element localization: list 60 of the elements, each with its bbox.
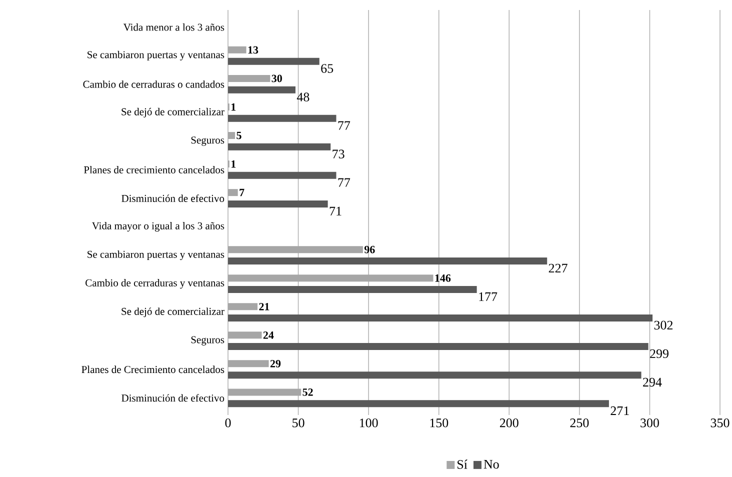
data-label: 302 (654, 320, 673, 330)
bar (228, 200, 328, 208)
data-label: 52 (302, 388, 313, 396)
bar (228, 114, 336, 122)
y-tick-label: Se cambiaron puertas y ventanas (88, 50, 224, 60)
data-label: 30 (272, 74, 282, 82)
bar (228, 143, 331, 150)
x-tick-label: 300 (640, 418, 659, 428)
data-label: 96 (364, 246, 375, 254)
y-tick-label: Vida menor a los 3 años (123, 23, 224, 31)
x-tick-label: 100 (360, 418, 378, 428)
y-tick-label: Cambio de cerraduras y ventanas (86, 279, 224, 289)
data-label: 73 (332, 150, 344, 158)
x-tick-label: 0 (225, 418, 231, 428)
data-label: 271 (610, 406, 629, 416)
y-tick-label: Planes de crecimiento cancelados (84, 166, 224, 174)
bar (228, 400, 609, 408)
legend-label: Sí (458, 460, 468, 469)
data-label: 1 (231, 160, 236, 168)
y-tick-label: Disminución de efectivo (122, 394, 224, 402)
bar (228, 372, 642, 379)
y-tick-label: Vida mayor o igual a los 3 años (92, 222, 224, 232)
data-label: 77 (338, 121, 350, 130)
legend-label: No (484, 460, 499, 469)
data-label: 48 (296, 92, 310, 102)
y-tick-label: Cambio de cerraduras o candados (83, 80, 224, 88)
data-label: 177 (479, 292, 498, 301)
y-tick-label: Planes de Crecimiento cancelados (82, 366, 224, 374)
data-label: 146 (435, 274, 451, 282)
data-label: 29 (270, 360, 281, 368)
data-label: 13 (248, 46, 258, 54)
bar (228, 286, 477, 294)
data-label: 71 (330, 206, 342, 216)
x-tick-label: 350 (710, 418, 730, 428)
y-tick-label: Seguros (191, 136, 224, 146)
data-label: 7 (240, 188, 244, 196)
bar (228, 86, 296, 94)
bar (228, 172, 336, 179)
y-tick-label: Se cambiaron puertas y ventanas (88, 250, 224, 260)
data-label: 299 (650, 349, 668, 358)
data-label: 5 (236, 132, 242, 140)
x-tick-label: 200 (500, 418, 518, 428)
y-tick-label: Seguros (191, 336, 224, 346)
bar (228, 58, 320, 65)
x-tick-label: 250 (570, 418, 589, 428)
data-label: 24 (263, 332, 274, 339)
y-tick-label: Se dejó de comercializar (122, 308, 224, 318)
x-tick-label: 50 (292, 418, 304, 428)
y-tick-label: Disminución de efectivo (122, 194, 224, 202)
bar (228, 343, 648, 350)
data-label: 294 (643, 378, 662, 387)
data-label: 21 (259, 302, 270, 310)
data-label: 77 (338, 178, 350, 187)
data-label: 65 (321, 64, 334, 73)
bar (228, 314, 653, 322)
y-tick-label: Se dejó de comercializar (122, 108, 224, 118)
data-label: 227 (548, 264, 568, 272)
data-label: 1 (231, 103, 236, 111)
bar (228, 257, 548, 264)
x-tick-label: 150 (430, 418, 448, 428)
